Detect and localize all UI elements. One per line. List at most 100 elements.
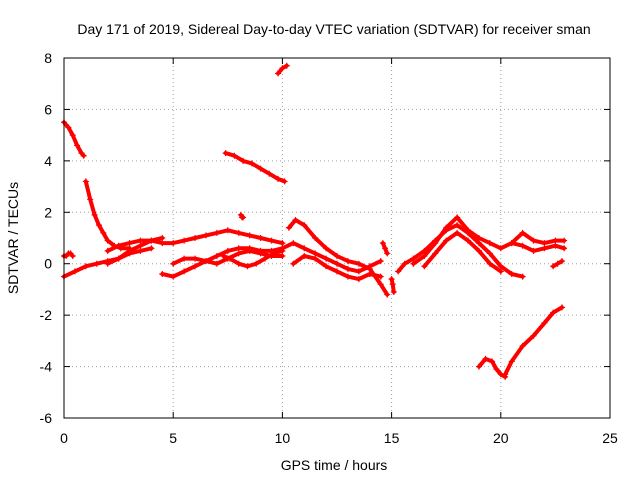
data-point [541, 240, 548, 247]
y-tick-label: 0 [44, 256, 52, 272]
series-arc-4 [82, 178, 133, 252]
data-point [475, 240, 482, 247]
data-point [181, 237, 188, 244]
data-point [355, 260, 362, 267]
data-point [312, 255, 319, 262]
series-arc-9 [220, 247, 286, 270]
data-point [137, 242, 144, 249]
data-point [170, 240, 177, 247]
series-arc-6 [104, 235, 166, 267]
x-axis-label: GPS time / hours [281, 457, 388, 473]
data-point [159, 240, 166, 247]
x-tick-label: 25 [602, 430, 618, 446]
data-point [170, 273, 177, 280]
data-point [497, 245, 504, 252]
data-point [235, 250, 242, 257]
data-point [502, 371, 509, 378]
data-point [465, 227, 472, 234]
data-point [192, 255, 199, 262]
series-trace [509, 241, 567, 253]
data-point [493, 366, 500, 373]
data-point [519, 242, 526, 249]
data-point [508, 240, 515, 247]
data-point [486, 250, 493, 257]
data-point [443, 237, 450, 244]
data-point [410, 260, 417, 267]
data-point [261, 255, 268, 262]
data-point [486, 260, 493, 267]
data-point [213, 253, 220, 259]
data-point [550, 309, 557, 316]
data-point [246, 247, 253, 254]
data-point [301, 222, 308, 229]
data-point [366, 263, 373, 270]
data-point [323, 255, 330, 262]
y-tick-label: -2 [40, 307, 53, 323]
series-arc-23 [475, 355, 509, 380]
data-point [382, 245, 389, 252]
y-tick-label: 4 [44, 153, 52, 169]
data-point [231, 152, 238, 159]
data-point [475, 235, 482, 241]
data-series [61, 62, 568, 380]
data-point [253, 260, 260, 267]
data-point [224, 247, 231, 254]
data-point [377, 281, 384, 288]
data-point [454, 222, 461, 229]
data-point [541, 245, 548, 252]
data-point [550, 263, 557, 270]
data-point [275, 175, 282, 182]
series-trace [221, 248, 285, 269]
data-point [475, 363, 482, 370]
data-point [115, 255, 122, 262]
data-point [497, 268, 504, 275]
data-point [552, 242, 559, 249]
data-point [377, 258, 384, 265]
data-point [508, 358, 515, 365]
data-point [334, 260, 340, 267]
data-point [74, 142, 81, 149]
data-point [279, 245, 286, 252]
data-point [181, 268, 188, 275]
data-point [126, 240, 133, 247]
data-point [323, 263, 330, 270]
series-arc-24 [502, 304, 565, 378]
data-point [301, 245, 308, 252]
data-point [257, 250, 264, 257]
series-trace [223, 151, 287, 184]
data-point [508, 271, 515, 277]
data-point [65, 124, 72, 131]
data-point [240, 157, 247, 164]
data-point [344, 273, 351, 280]
y-axis-label: SDTVAR / TECUs [5, 182, 21, 294]
data-point [312, 235, 319, 241]
data-point [389, 281, 396, 288]
data-point [82, 178, 89, 185]
data-point [104, 247, 111, 254]
data-point [558, 304, 565, 311]
data-point [257, 165, 264, 172]
series-arc-17 [388, 276, 397, 295]
data-point [554, 260, 561, 267]
data-point [475, 247, 482, 254]
series-trace [280, 241, 383, 274]
data-point [366, 271, 373, 277]
data-point [91, 211, 98, 218]
series-arc-21 [508, 240, 568, 254]
data-point [283, 62, 290, 69]
series-arc-2 [61, 119, 87, 159]
data-point [541, 319, 548, 326]
data-point [281, 178, 288, 185]
data-point [482, 355, 489, 362]
y-tick-label: 6 [44, 101, 52, 117]
data-point [497, 263, 504, 270]
data-point [344, 265, 351, 272]
x-tick-label: 5 [169, 430, 177, 446]
data-point [202, 258, 209, 265]
data-point [224, 227, 231, 234]
data-point [443, 224, 450, 231]
data-point [192, 263, 199, 270]
data-point [530, 237, 537, 244]
data-point [246, 232, 253, 239]
data-point [126, 247, 133, 254]
